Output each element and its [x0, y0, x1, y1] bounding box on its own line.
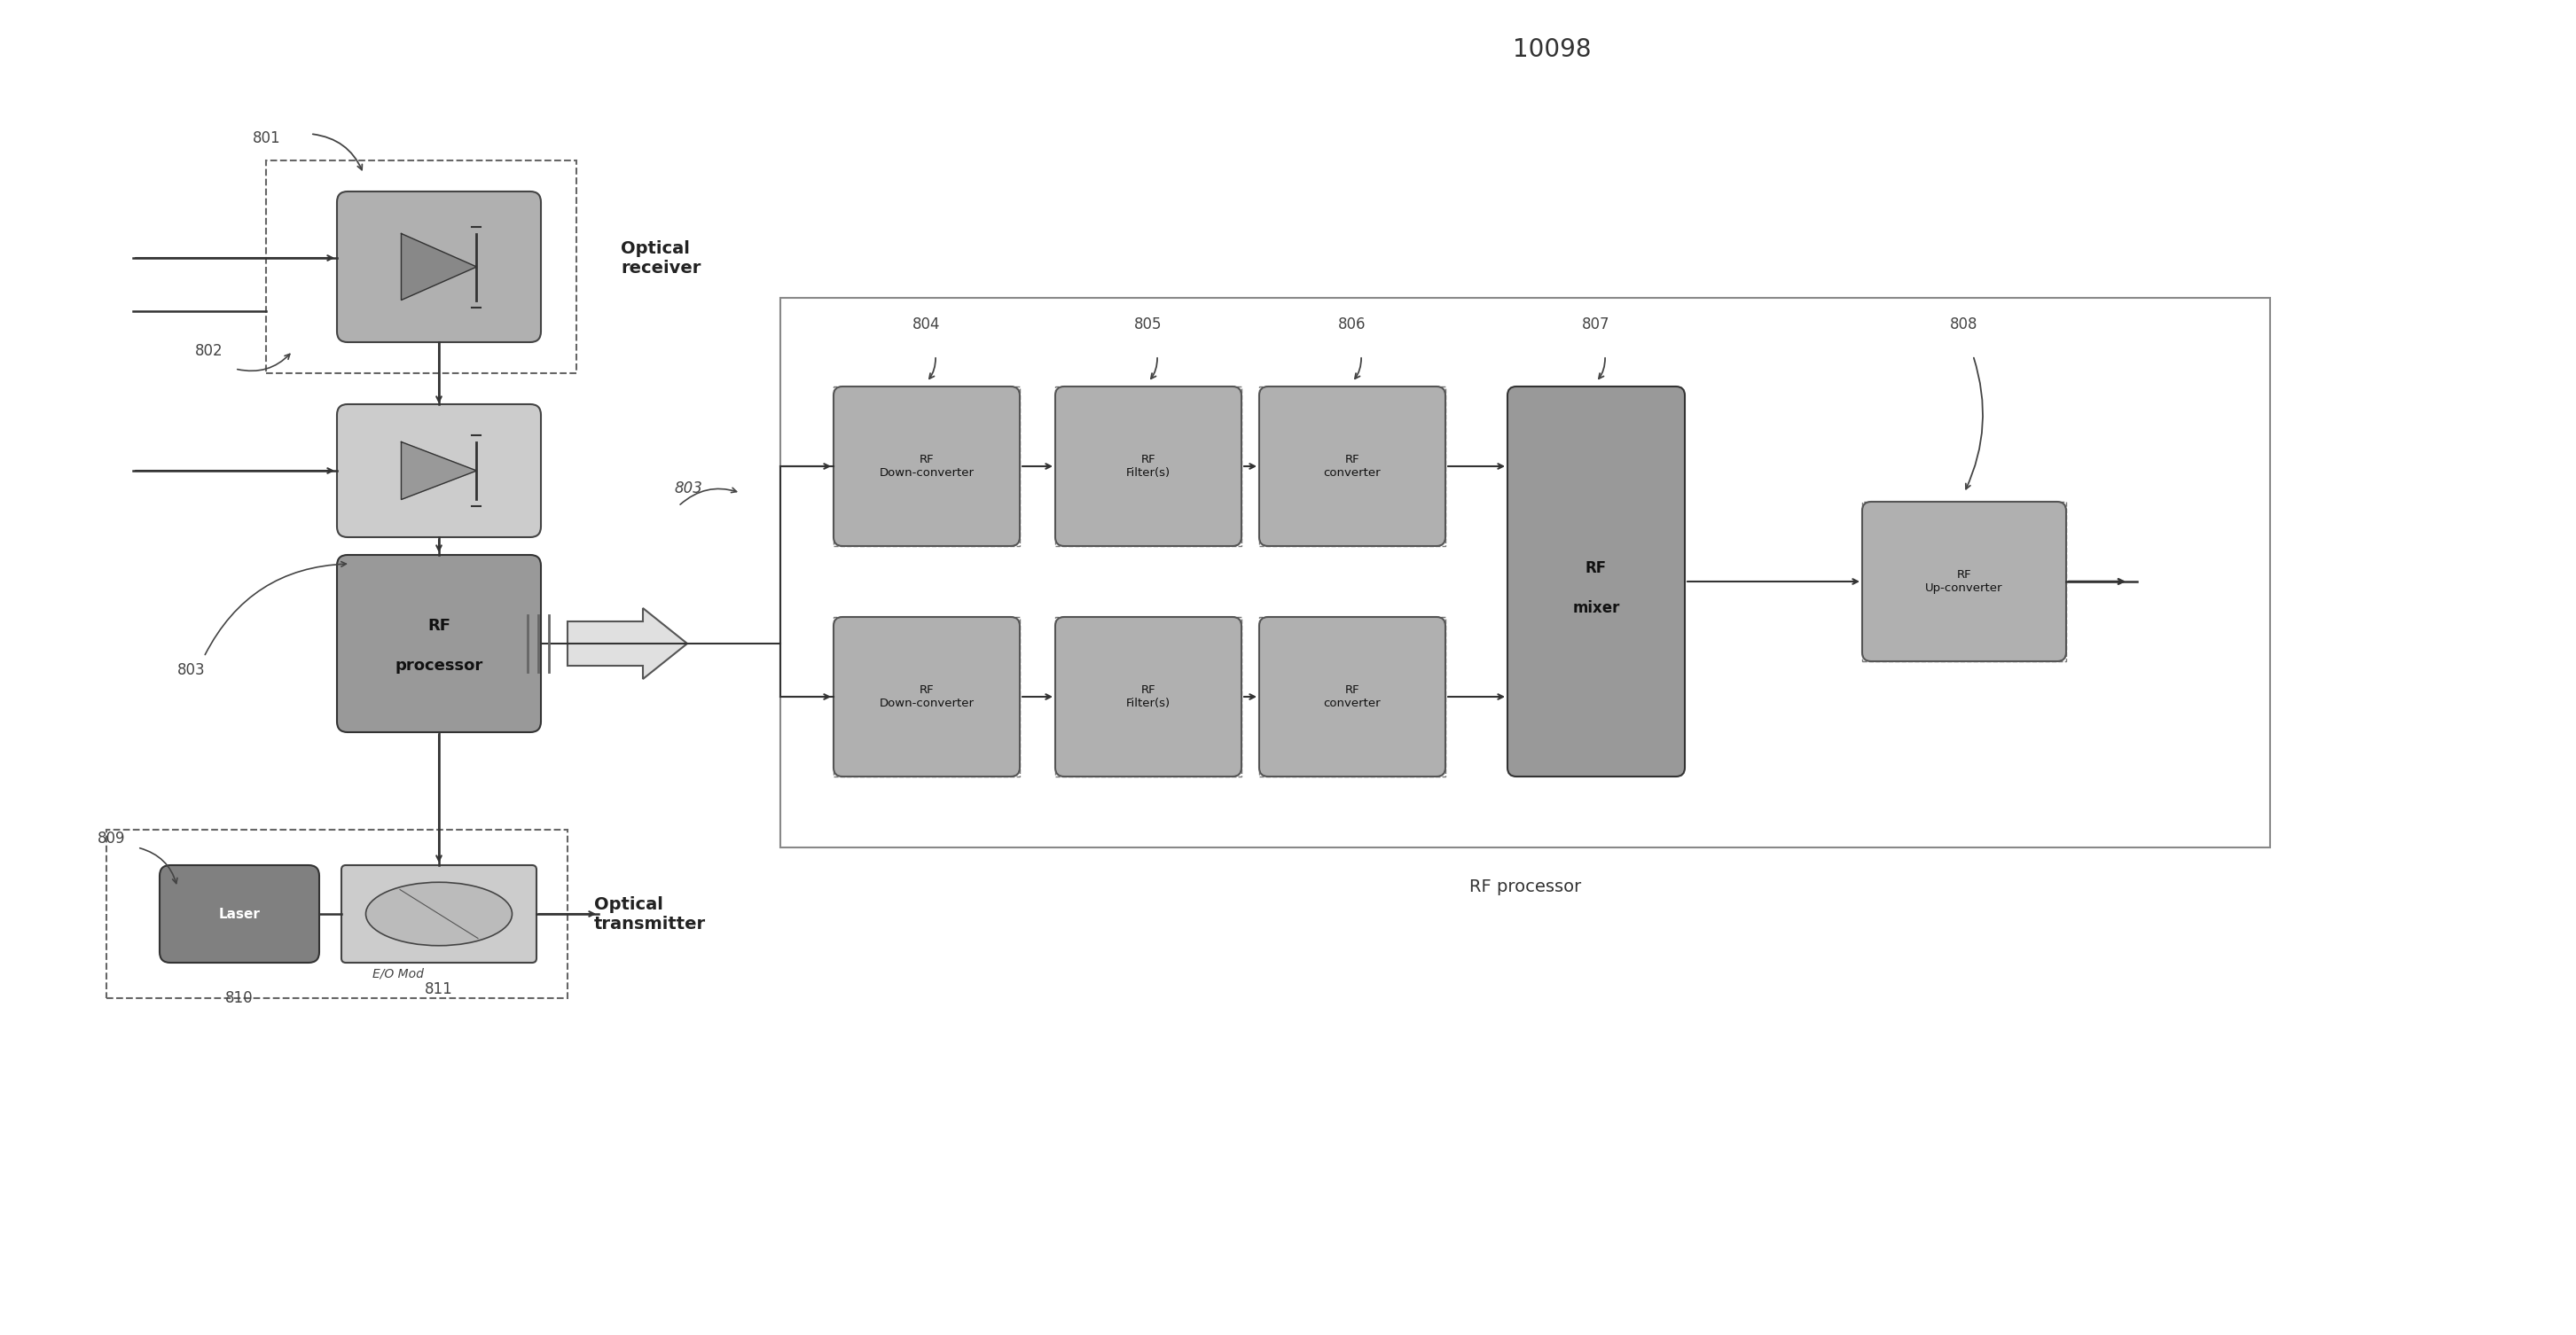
FancyBboxPatch shape	[337, 191, 541, 342]
Text: Optical
transmitter: Optical transmitter	[595, 896, 706, 932]
Text: mixer: mixer	[1571, 601, 1620, 615]
Text: RF
Down-converter: RF Down-converter	[878, 454, 974, 479]
Text: RF: RF	[1584, 561, 1607, 577]
Text: 804: 804	[912, 316, 940, 332]
Polygon shape	[402, 442, 477, 499]
Bar	[1056, 387, 1242, 546]
Bar	[1862, 502, 2066, 661]
Text: 809: 809	[98, 830, 126, 846]
FancyBboxPatch shape	[1862, 502, 2066, 661]
Bar	[835, 387, 1020, 546]
Text: Optical
receiver: Optical receiver	[621, 240, 701, 276]
Text: 806: 806	[1340, 316, 1365, 332]
Bar	[1056, 617, 1242, 777]
Text: RF processor: RF processor	[1468, 878, 1582, 896]
FancyBboxPatch shape	[1056, 617, 1242, 777]
Text: E/O Mod: E/O Mod	[374, 967, 425, 980]
Text: RF
Filter(s): RF Filter(s)	[1126, 454, 1170, 479]
Polygon shape	[402, 234, 477, 300]
Text: RF
Up-converter: RF Up-converter	[1924, 569, 2004, 594]
Text: 802: 802	[196, 343, 224, 359]
Bar	[781, 298, 2269, 848]
FancyBboxPatch shape	[1260, 617, 1445, 777]
Text: RF: RF	[428, 618, 451, 634]
Bar	[835, 617, 1020, 777]
Text: RF
Down-converter: RF Down-converter	[878, 685, 974, 709]
FancyBboxPatch shape	[160, 865, 319, 963]
FancyArrow shape	[567, 609, 688, 680]
Bar	[106, 830, 567, 999]
Text: Laser: Laser	[219, 908, 260, 921]
Text: 801: 801	[252, 131, 281, 147]
Bar	[1260, 387, 1445, 546]
Text: 810: 810	[227, 991, 252, 1007]
Text: RF
converter: RF converter	[1324, 685, 1381, 709]
Text: RF
Filter(s): RF Filter(s)	[1126, 685, 1170, 709]
FancyBboxPatch shape	[835, 387, 1020, 546]
Text: 805: 805	[1133, 316, 1162, 332]
Text: 10098: 10098	[1512, 37, 1592, 61]
Text: 808: 808	[1950, 316, 1978, 332]
FancyBboxPatch shape	[1260, 387, 1445, 546]
FancyBboxPatch shape	[337, 555, 541, 732]
Text: 811: 811	[425, 981, 453, 997]
Ellipse shape	[366, 882, 513, 945]
Text: RF
converter: RF converter	[1324, 454, 1381, 479]
FancyBboxPatch shape	[1056, 387, 1242, 546]
Bar	[265, 160, 577, 374]
FancyBboxPatch shape	[343, 865, 536, 963]
Text: 803: 803	[675, 481, 703, 497]
FancyBboxPatch shape	[337, 405, 541, 537]
Text: processor: processor	[394, 658, 482, 674]
Text: 807: 807	[1582, 316, 1610, 332]
Text: 803: 803	[178, 662, 206, 678]
Bar	[1260, 617, 1445, 777]
FancyBboxPatch shape	[835, 617, 1020, 777]
FancyBboxPatch shape	[1507, 387, 1685, 777]
